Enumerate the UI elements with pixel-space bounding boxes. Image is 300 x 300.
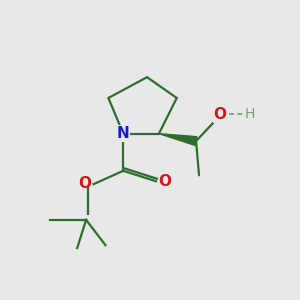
Text: N: N [117, 126, 130, 141]
Text: H: H [244, 107, 255, 121]
Text: O: O [79, 176, 92, 191]
Polygon shape [159, 134, 197, 146]
Text: O: O [158, 174, 171, 189]
Text: O: O [213, 107, 226, 122]
